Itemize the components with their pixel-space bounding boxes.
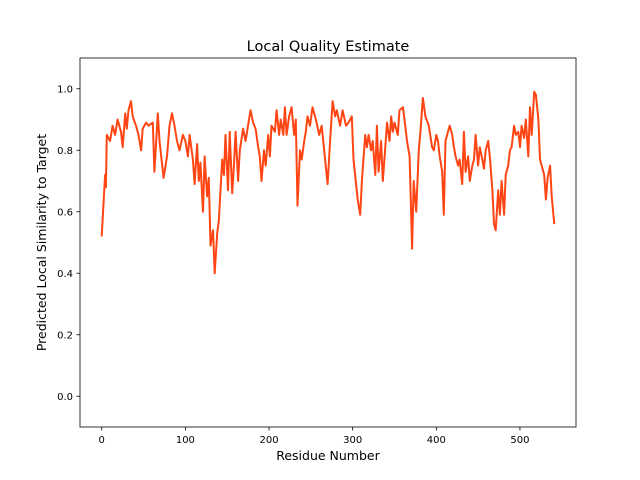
axes-frame xyxy=(79,57,577,428)
y-tick-label: 1.0 xyxy=(57,84,73,95)
x-axis-label: Residue Number xyxy=(276,448,380,463)
plot-area xyxy=(100,90,556,275)
y-tick-label: 0.0 xyxy=(57,392,73,403)
chart-title: Local Quality Estimate xyxy=(247,39,410,55)
series-line-0 xyxy=(100,90,556,275)
x-tick-label: 200 xyxy=(259,435,278,446)
y-tick-label: 0.8 xyxy=(57,146,73,157)
y-tick-label: 0.4 xyxy=(57,269,73,280)
x-tick-label: 300 xyxy=(343,435,362,446)
y-tick-label: 0.2 xyxy=(57,330,73,341)
axes: 0 100 200 300 400 500 0.0 0.2 0.4 0.6 0.8 1.0 xyxy=(57,57,577,446)
x-tick-label: 0 xyxy=(99,435,105,446)
y-tick-label: 0.6 xyxy=(57,207,73,218)
y-axis-label: Predicted Local Similarity to Target xyxy=(34,134,49,351)
x-tick-label: 100 xyxy=(176,435,195,446)
x-tick-label: 400 xyxy=(427,435,446,446)
x-tick-label: 500 xyxy=(510,435,529,446)
